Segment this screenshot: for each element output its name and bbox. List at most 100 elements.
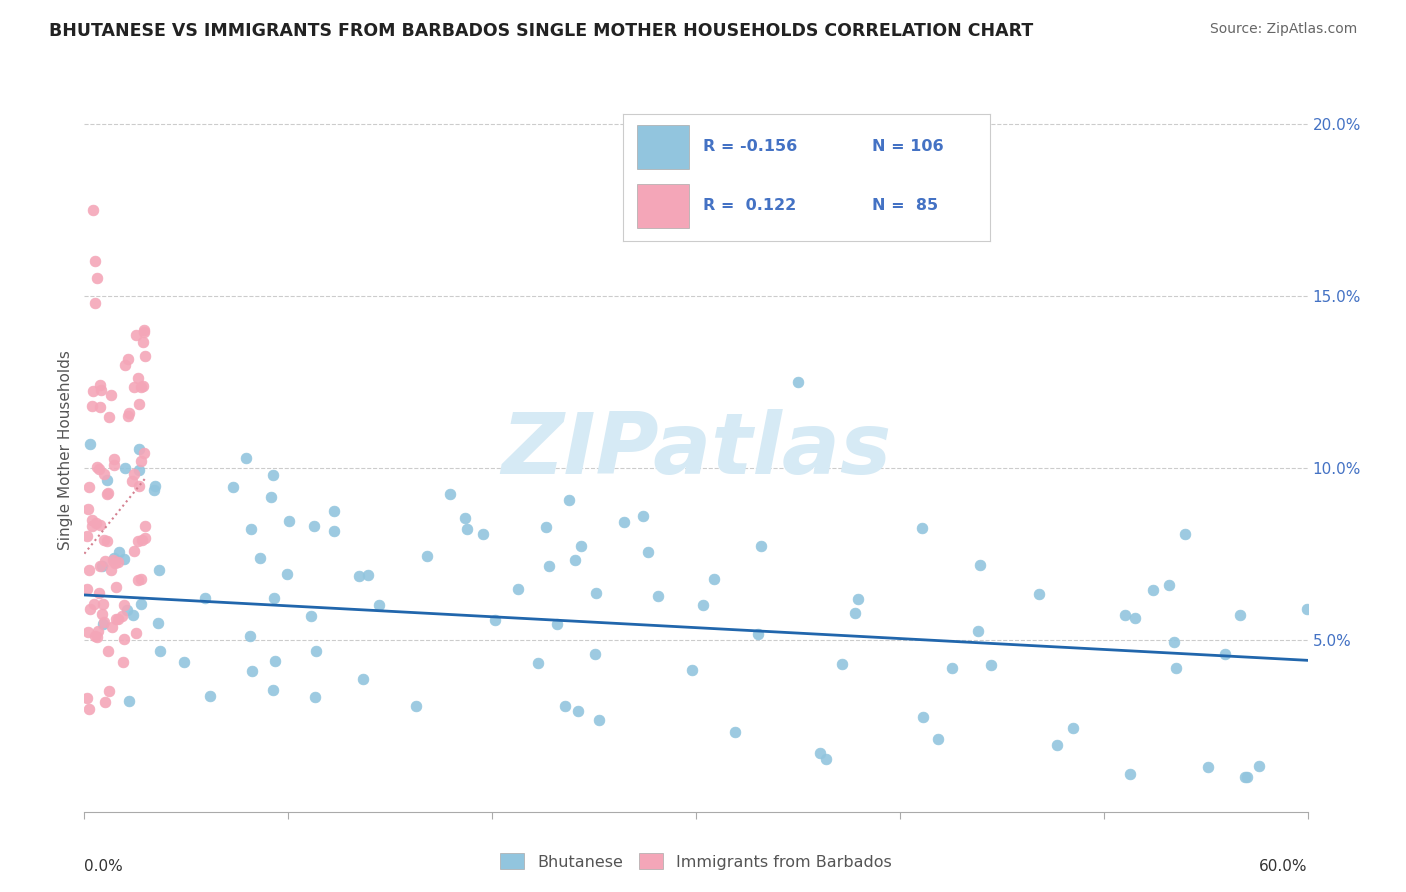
Point [439, 487, 461, 501]
Point [76, 529, 98, 543]
Point [107, 611, 129, 625]
Point [86, 630, 108, 644]
Point [93, 533, 115, 548]
Point [349, 568, 371, 582]
Point [77, 502, 100, 516]
Point [911, 710, 934, 724]
Text: BHUTANESE VS IMMIGRANTS FROM BARBADOS SINGLE MOTHER HOUSEHOLDS CORRELATION CHART: BHUTANESE VS IMMIGRANTS FROM BARBADOS SI… [49, 22, 1033, 40]
Point [546, 617, 568, 632]
Point [323, 504, 346, 518]
Point [80, 513, 103, 527]
Point [148, 563, 170, 577]
Point [76, 582, 98, 597]
Point [112, 655, 135, 669]
Point [1229, 608, 1251, 623]
Point [84, 629, 107, 643]
Point [97, 486, 120, 500]
Point [125, 626, 148, 640]
Point [583, 647, 606, 661]
Point [304, 690, 326, 705]
Point [1295, 602, 1317, 616]
Y-axis label: Single Mother Households: Single Mother Households [58, 351, 73, 550]
Point [93, 615, 115, 629]
Point [87, 586, 110, 600]
Point [484, 613, 506, 627]
Point [97, 410, 120, 425]
Point [117, 603, 139, 617]
Point [89, 377, 111, 392]
Point [1046, 738, 1069, 752]
Point [128, 479, 150, 493]
Point [1119, 766, 1142, 780]
Point [814, 752, 837, 766]
Point [112, 632, 135, 646]
Point [83, 295, 105, 310]
Point [1062, 722, 1084, 736]
Point [263, 655, 285, 669]
Point [117, 352, 139, 367]
Point [112, 599, 135, 613]
Point [100, 388, 122, 402]
Point [647, 589, 669, 603]
Point [569, 540, 592, 554]
Point [749, 539, 772, 553]
Point [80, 518, 103, 533]
Point [77, 625, 100, 640]
Point [82, 202, 104, 217]
Point [536, 520, 558, 534]
Point [692, 599, 714, 613]
Point [146, 615, 169, 630]
Point [134, 518, 156, 533]
Point [222, 480, 245, 494]
Point [1114, 608, 1136, 623]
Point [558, 492, 581, 507]
Point [127, 533, 149, 548]
Point [194, 591, 217, 605]
Point [89, 518, 111, 533]
Point [724, 725, 747, 739]
Point [1233, 770, 1256, 784]
Point [567, 704, 589, 718]
Point [83, 254, 105, 268]
Point [747, 627, 769, 641]
Point [143, 483, 166, 497]
Point [86, 460, 108, 475]
Point [304, 644, 326, 658]
Point [107, 555, 129, 569]
Point [104, 556, 127, 570]
Point [276, 566, 298, 581]
Point [91, 597, 114, 611]
Point [1249, 759, 1271, 773]
Point [527, 656, 550, 670]
Point [262, 683, 284, 698]
Point [969, 558, 991, 573]
Point [108, 545, 131, 559]
Point [941, 661, 963, 675]
Point [173, 656, 195, 670]
Point [90, 383, 112, 397]
Point [980, 658, 1002, 673]
Point [96, 534, 118, 549]
Point [83, 598, 105, 612]
Point [122, 467, 145, 481]
Point [129, 572, 152, 586]
Point [911, 521, 934, 535]
Point [1028, 586, 1050, 600]
Point [1163, 635, 1185, 649]
Point [103, 458, 125, 473]
Point [131, 380, 153, 394]
Point [134, 531, 156, 545]
Legend: Bhutanese, Immigrants from Barbados: Bhutanese, Immigrants from Barbados [494, 847, 898, 876]
Point [263, 591, 285, 605]
Point [86, 624, 108, 639]
Point [808, 746, 831, 760]
Point [122, 543, 145, 558]
Point [105, 580, 128, 594]
Point [322, 524, 344, 538]
Point [844, 606, 866, 620]
Point [1166, 661, 1188, 675]
Point [91, 607, 114, 622]
Point [77, 701, 100, 715]
Point [613, 515, 636, 529]
Point [122, 607, 145, 622]
